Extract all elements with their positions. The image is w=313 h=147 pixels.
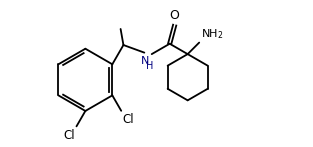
Text: H: H <box>146 61 153 71</box>
Text: Cl: Cl <box>122 113 134 126</box>
Text: NH$_2$: NH$_2$ <box>201 27 223 41</box>
Text: O: O <box>170 9 180 22</box>
Text: N: N <box>141 56 149 66</box>
Text: Cl: Cl <box>63 129 75 142</box>
